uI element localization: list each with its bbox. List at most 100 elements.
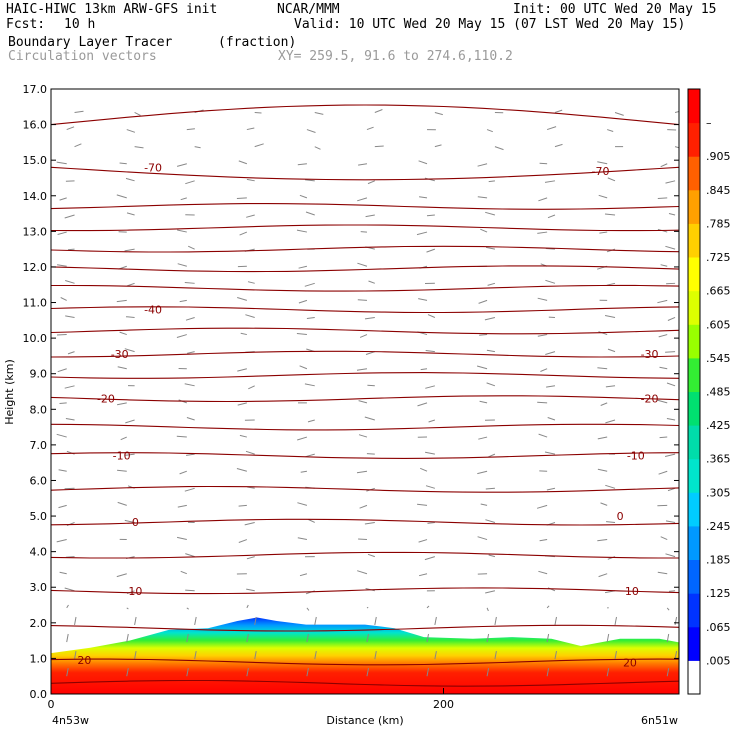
- wind-vector: [357, 570, 368, 575]
- wind-vector: [254, 616, 257, 626]
- wind-vector: [358, 434, 368, 438]
- wind-vector: [57, 264, 67, 267]
- temperature-contour: [51, 679, 679, 687]
- wind-vector: [605, 419, 616, 424]
- temperature-contour: [51, 104, 679, 126]
- wind-vector: [117, 402, 127, 406]
- y-tick-label: 16.0: [23, 119, 48, 132]
- wind-vector: [424, 556, 436, 561]
- contour-label: -40: [144, 304, 162, 317]
- wind-vector: [606, 282, 616, 286]
- organization: NCAR/MMM: [277, 2, 340, 17]
- wind-vector: [666, 418, 676, 421]
- wind-vector: [187, 245, 195, 250]
- wind-vector: [246, 214, 255, 218]
- wind-vector: [674, 651, 678, 660]
- wind-vector: [477, 470, 488, 475]
- wind-vector: [119, 162, 127, 165]
- wind-vector: [297, 502, 308, 506]
- wind-vector: [480, 228, 488, 233]
- wind-vector: [674, 110, 679, 113]
- wind-vector: [237, 297, 248, 301]
- wind-vector: [364, 416, 375, 421]
- wind-vector: [238, 539, 248, 543]
- colorbar-swatch: [688, 425, 700, 460]
- wind-vector: [186, 351, 195, 354]
- y-tick-label: 3.0: [30, 581, 48, 594]
- temperature-contour: [51, 658, 679, 666]
- wind-vector: [374, 109, 383, 113]
- wind-vector: [597, 436, 608, 440]
- wind-vector: [606, 633, 610, 643]
- contour-label: -10: [627, 450, 645, 463]
- wind-vector: [427, 521, 435, 524]
- contour-label: -70: [592, 165, 610, 178]
- wind-vector: [607, 177, 616, 182]
- wind-vector: [668, 213, 676, 216]
- wind-vector: [124, 248, 135, 252]
- y-tick-label: 6.0: [30, 474, 48, 487]
- wind-vector: [494, 146, 504, 151]
- wind-vector: [185, 180, 195, 185]
- y-tick-label: 4.0: [30, 546, 48, 559]
- wind-vector: [134, 651, 137, 660]
- wind-vector: [666, 382, 676, 387]
- wind-vector: [605, 385, 616, 388]
- wind-vector: [597, 468, 608, 472]
- wind-vector: [434, 112, 443, 116]
- wind-vector: [546, 487, 556, 491]
- wind-vector: [125, 419, 135, 424]
- wind-vector: [306, 607, 310, 611]
- wind-vector: [64, 587, 75, 592]
- wind-vector: [660, 163, 668, 168]
- wind-vector: [179, 299, 187, 303]
- wind-vector: [666, 633, 670, 643]
- wind-vector: [668, 590, 676, 592]
- temperature-contour: [51, 395, 679, 403]
- wind-vector: [238, 504, 247, 507]
- wind-vector: [65, 315, 75, 318]
- y-tick-label: 7.0: [30, 439, 48, 452]
- wind-vector: [476, 365, 488, 370]
- wind-vector: [427, 314, 436, 318]
- colorbar-label: .305: [706, 486, 731, 499]
- wind-vector: [299, 573, 308, 577]
- wind-vector: [600, 502, 608, 506]
- temperature-contour: [51, 203, 679, 210]
- x-tick-label: 200: [433, 698, 454, 711]
- wind-vector: [306, 129, 316, 133]
- wind-vector: [237, 402, 247, 406]
- wind-vector: [434, 616, 437, 626]
- wind-vector: [66, 126, 75, 131]
- wind-vector: [538, 197, 548, 202]
- wind-vector: [600, 402, 608, 406]
- wind-vector: [486, 633, 490, 643]
- wind-vector: [56, 433, 67, 438]
- wind-vector: [74, 651, 77, 660]
- wind-vector: [186, 668, 189, 677]
- colorbar-swatch: [688, 391, 700, 426]
- wind-vector: [539, 539, 548, 542]
- colorbar-swatch: [688, 492, 700, 527]
- wind-vector: [66, 668, 69, 677]
- y-tick-label: 17.0: [23, 83, 48, 96]
- wind-vector: [374, 145, 384, 148]
- colorbar-swatch: [688, 89, 700, 124]
- colorbar-label: .545: [706, 352, 731, 365]
- wind-vector: [494, 616, 497, 626]
- wind-vector: [74, 110, 84, 113]
- colorbar-swatch: [688, 189, 700, 224]
- colorbar-label: .245: [706, 520, 731, 533]
- valid-time: Valid: 10 UTC Wed 20 May 15 (07 LST Wed …: [294, 17, 686, 32]
- wind-vector: [304, 383, 315, 387]
- wind-vector: [607, 348, 616, 353]
- wind-vector: [125, 177, 135, 182]
- wind-vector: [485, 211, 496, 216]
- wind-vector: [547, 417, 556, 421]
- wind-vector: [486, 668, 490, 677]
- colorbar-label: .905: [706, 150, 731, 163]
- wind-vector: [554, 143, 563, 148]
- wind-vector: [247, 281, 255, 284]
- wind-vector: [300, 470, 307, 473]
- x-axis-title: Distance (km): [326, 714, 403, 727]
